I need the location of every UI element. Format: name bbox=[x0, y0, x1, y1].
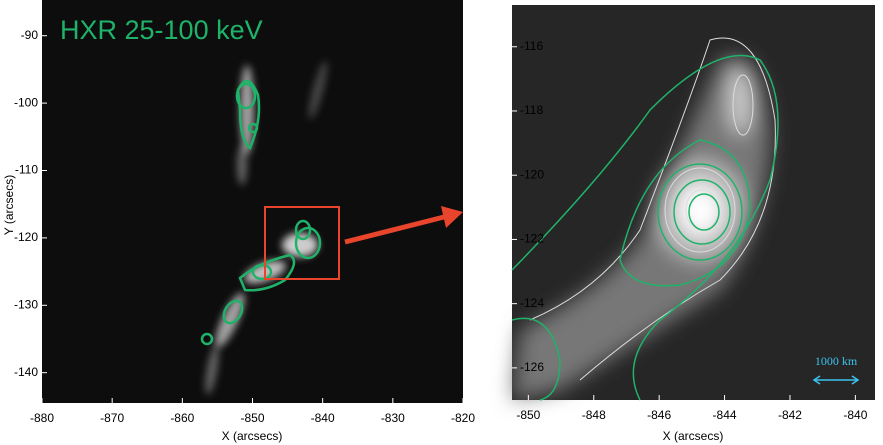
x-tick-label: -844 bbox=[713, 408, 737, 422]
x-tick-label: -850 bbox=[516, 408, 540, 422]
x-tick-label: -840 bbox=[843, 408, 867, 422]
x-axis-label: X (arcsecs) bbox=[222, 429, 283, 443]
annotation: HXR 25-100 keV bbox=[60, 15, 263, 45]
x-tick-label: -880 bbox=[30, 411, 54, 425]
x-tick-label: -848 bbox=[582, 408, 606, 422]
y-tick-label: -120 bbox=[520, 167, 544, 181]
x-tick-label: -860 bbox=[170, 411, 194, 425]
x-tick-label: -842 bbox=[778, 408, 802, 422]
x-tick-label: -846 bbox=[647, 408, 671, 422]
y-tick-label: -130 bbox=[14, 297, 38, 311]
scale-label: 1000 km bbox=[815, 354, 858, 368]
y-tick-label: -122 bbox=[520, 232, 544, 246]
y-tick-label: -140 bbox=[14, 365, 38, 379]
left-image bbox=[42, 0, 463, 403]
y-axis-label: Y (arcsecs) bbox=[2, 175, 16, 235]
x-tick-label: -840 bbox=[311, 411, 335, 425]
y-tick-label: -90 bbox=[21, 28, 39, 42]
y-tick-label: -124 bbox=[520, 296, 544, 310]
y-tick-label: -126 bbox=[520, 360, 544, 374]
x-tick-label: -850 bbox=[240, 411, 264, 425]
y-tick-label: -118 bbox=[520, 103, 543, 117]
x-tick-label: -870 bbox=[100, 411, 124, 425]
right-image bbox=[511, 5, 875, 401]
x-axis-label: X (arcsecs) bbox=[663, 429, 724, 443]
x-tick-label: -830 bbox=[381, 411, 405, 425]
y-tick-label: -120 bbox=[14, 230, 38, 244]
y-tick-label: -110 bbox=[15, 163, 38, 177]
y-tick-label: -116 bbox=[520, 39, 543, 53]
x-tick-label: -820 bbox=[451, 411, 475, 425]
y-tick-label: -100 bbox=[14, 95, 38, 109]
